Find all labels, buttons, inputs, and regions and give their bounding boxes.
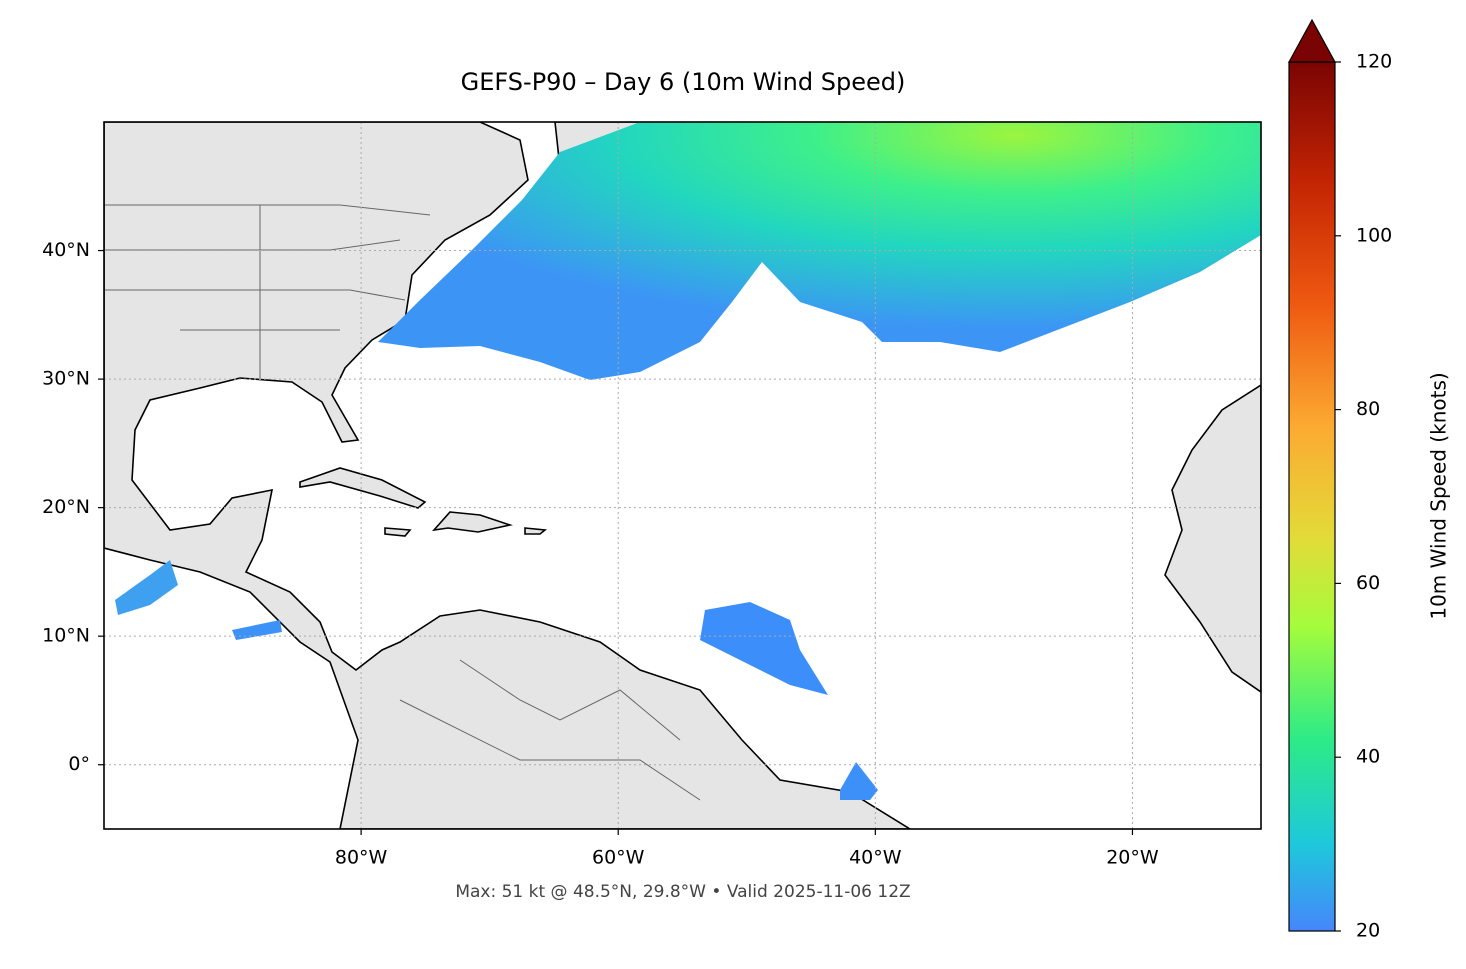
- hispaniola: [431, 511, 514, 533]
- africa: [1164, 384, 1261, 693]
- x-tick-label: 40°W: [849, 847, 902, 869]
- y-tick-label: 40°N: [42, 239, 90, 261]
- colorbar-label: 10m Wind Speed (knots): [1427, 372, 1451, 619]
- map-title: GEFS-P90 – Day 6 (10m Wind Speed): [461, 68, 906, 96]
- colorbar-extend: [1287, 18, 1337, 63]
- y-tick-label: 30°N: [42, 368, 90, 390]
- x-tick-label: 20°W: [1106, 847, 1159, 869]
- map-footer: Max: 51 kt @ 48.5°N, 29.8°W • Valid 2025…: [455, 882, 910, 902]
- wind-area: [232, 620, 282, 640]
- border: [104, 239, 401, 251]
- colorbar-tick-label: 20: [1356, 920, 1380, 942]
- colorbar-tick-label: 40: [1356, 746, 1380, 768]
- y-tick-label: 10°N: [42, 625, 90, 647]
- wind-area: [700, 602, 828, 695]
- colorbar: 10m Wind Speed (knots) 20 40 60 80 100 120: [1287, 18, 1451, 942]
- puerto-rico: [524, 527, 548, 535]
- map-frame: [103, 121, 1262, 830]
- x-tick-label: 80°W: [335, 847, 388, 869]
- y-tick-label: 0°: [68, 753, 90, 775]
- borders: [104, 204, 701, 801]
- colorbar-tick-label: 100: [1356, 224, 1392, 246]
- cuba: [299, 467, 427, 509]
- border: [104, 289, 406, 301]
- americas: [104, 122, 912, 829]
- border: [399, 699, 701, 801]
- y-tick-label: 20°N: [42, 496, 90, 518]
- colorbar-scale: [1288, 61, 1336, 932]
- colorbar-tick-label: 80: [1356, 398, 1380, 420]
- wind-area: [840, 762, 878, 800]
- border: [104, 204, 431, 216]
- border: [459, 659, 681, 741]
- x-tick-label: 60°W: [592, 847, 645, 869]
- wind-area: [115, 560, 178, 615]
- colorbar-tick-label: 60: [1356, 572, 1380, 594]
- map-area: [104, 122, 1261, 829]
- jamaica: [384, 527, 412, 537]
- colorbar-tick-label: 120: [1356, 51, 1392, 73]
